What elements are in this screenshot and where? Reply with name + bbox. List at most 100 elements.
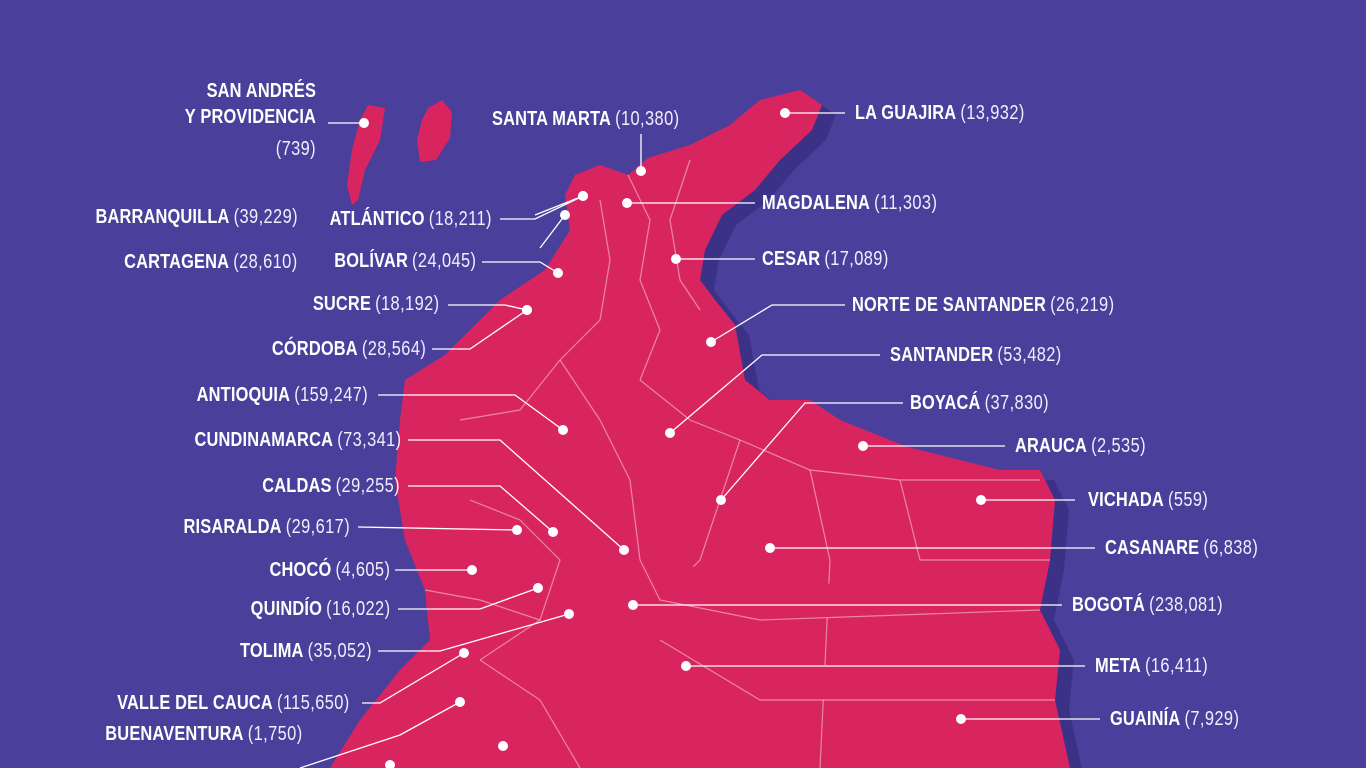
san-andres-name-line: Y PROVIDENCIA <box>184 106 316 128</box>
tolima-marker[interactable] <box>564 609 574 619</box>
magdalena-marker[interactable] <box>622 198 632 208</box>
choco-name: CHOCÓ <box>269 559 332 581</box>
cordoba-count: (28,564) <box>361 338 426 360</box>
cesar-label: CESAR (17,089) <box>762 248 889 270</box>
cartagena-count: (28,610) <box>233 251 298 273</box>
la-guajira-marker[interactable] <box>780 108 790 118</box>
norte-de-santander-leader-line <box>710 304 845 343</box>
antioquia-count: (159,247) <box>294 384 368 406</box>
san-andres-count: (739) <box>275 138 316 160</box>
bolivar-marker[interactable] <box>553 268 563 278</box>
casanare-name: CASANARE <box>1105 537 1200 559</box>
quindio-label: QUINDÍO (16,022) <box>250 598 390 620</box>
cundinamarca-marker[interactable] <box>619 545 629 555</box>
san-andres-name-line: SAN ANDRÉS <box>206 80 316 102</box>
buenaventura-leader-line <box>299 701 461 768</box>
barranquilla-name: BARRANQUILLA <box>95 206 230 228</box>
cordoba-marker[interactable] <box>522 305 532 315</box>
atlantico-name: ATLÁNTICO <box>329 208 425 230</box>
bogota-label: BOGOTÁ (238,081) <box>1072 594 1223 616</box>
magdalena-label: MAGDALENA (11,303) <box>762 192 937 214</box>
valle-del-cauca-marker[interactable] <box>459 648 469 658</box>
atlantico-label: ATLÁNTICO (18,211) <box>330 208 492 230</box>
la-guajira-label: LA GUAJIRA (13,932) <box>855 102 1025 124</box>
guainia-name: GUAINÍA <box>1110 708 1181 730</box>
quindio-marker[interactable] <box>533 583 543 593</box>
cordoba-label: CÓRDOBA (28,564) <box>272 338 426 360</box>
meta-marker[interactable] <box>681 661 691 671</box>
cesar-marker[interactable] <box>671 254 681 264</box>
cartagena-leader-line <box>539 214 566 249</box>
buenaventura-marker[interactable] <box>455 697 465 707</box>
meta-label: META (16,411) <box>1095 655 1208 677</box>
leader-lines <box>299 112 1100 768</box>
norte-de-santander-name: NORTE DE SANTANDER <box>852 294 1046 316</box>
san-andres-label: SAN ANDRÉS Y PROVIDENCIA (739) <box>185 78 316 162</box>
magdalena-count: (11,303) <box>874 192 938 214</box>
boyaca-marker[interactable] <box>716 495 726 505</box>
providencia-island <box>417 100 452 162</box>
tolima-name: TOLIMA <box>239 640 304 662</box>
cesar-count: (17,089) <box>824 248 889 270</box>
cartagena-marker[interactable] <box>560 210 570 220</box>
quindio-count: (16,022) <box>325 598 390 620</box>
bolivar-count: (24,045) <box>411 250 476 272</box>
santander-marker[interactable] <box>665 428 675 438</box>
sucre-name: SUCRE <box>313 293 372 315</box>
la-guajira-count: (13,932) <box>960 102 1025 124</box>
choco-marker[interactable] <box>467 565 477 575</box>
bolivar-name: BOLÍVAR <box>333 250 408 272</box>
casanare-label: CASANARE (6,838) <box>1105 537 1258 559</box>
guainia-marker[interactable] <box>956 714 966 724</box>
arauca-name: ARAUCA <box>1015 435 1088 457</box>
boyaca-name: BOYACÁ <box>910 392 981 414</box>
santa-marta-label: SANTA MARTA (10,380) <box>492 108 679 130</box>
cartagena-name: CARTAGENA <box>124 251 230 273</box>
sucre-leader-line <box>448 304 528 311</box>
vichada-marker[interactable] <box>976 495 986 505</box>
norte-de-santander-marker[interactable] <box>706 337 716 347</box>
boyaca-count: (37,830) <box>984 392 1050 414</box>
caldas-name: CALDAS <box>262 475 332 497</box>
arauca-label: ARAUCA (2,535) <box>1015 435 1146 457</box>
barranquilla-count: (39,229) <box>233 206 298 228</box>
unlabeled-marker[interactable] <box>385 760 395 768</box>
risaralda-name: RISARALDA <box>183 516 282 538</box>
meta-name: META <box>1095 655 1141 677</box>
norte-de-santander-label: NORTE DE SANTANDER (26,219) <box>852 294 1114 316</box>
antioquia-marker[interactable] <box>558 425 568 435</box>
santander-leader-line <box>669 354 880 434</box>
quindio-leader-line <box>398 587 539 610</box>
santa-marta-name: SANTA MARTA <box>492 108 612 130</box>
cundinamarca-label: CUNDINAMARCA (73,341) <box>195 429 402 451</box>
caldas-label: CALDAS (29,255) <box>262 475 400 497</box>
atlantico-leader-line <box>500 195 584 220</box>
valle-del-cauca-count: (115,650) <box>277 692 350 714</box>
antioquia-leader-line <box>378 394 564 431</box>
location-markers <box>359 108 986 768</box>
buenaventura-label: BUENAVENTURA (1,750) <box>106 723 303 745</box>
santander-label: SANTANDER (53,482) <box>890 344 1062 366</box>
cundinamarca-leader-line <box>408 439 625 551</box>
cordoba-leader-line <box>432 309 528 350</box>
risaralda-marker[interactable] <box>512 525 522 535</box>
magdalena-name: MAGDALENA <box>762 192 871 214</box>
bolivar-label: BOLÍVAR (24,045) <box>334 250 476 272</box>
san-andres-marker[interactable] <box>359 118 369 128</box>
antioquia-label: ANTIOQUIA (159,247) <box>196 384 368 406</box>
san-andres-island <box>347 105 385 205</box>
atlantico-marker[interactable] <box>578 191 588 201</box>
vichada-label: VICHADA (559) <box>1088 489 1208 511</box>
casanare-marker[interactable] <box>765 543 775 553</box>
caldas-count: (29,255) <box>335 475 400 497</box>
arauca-marker[interactable] <box>858 441 868 451</box>
bogota-marker[interactable] <box>628 600 638 610</box>
casanare-count: (6,838) <box>1203 537 1259 559</box>
unlabeled-marker[interactable] <box>498 741 508 751</box>
buenaventura-count: (1,750) <box>248 723 303 745</box>
guainia-count: (7,929) <box>1184 708 1240 730</box>
caldas-marker[interactable] <box>548 527 558 537</box>
santa-marta-marker[interactable] <box>636 166 646 176</box>
bogota-name: BOGOTÁ <box>1072 594 1145 616</box>
santander-count: (53,482) <box>997 344 1062 366</box>
